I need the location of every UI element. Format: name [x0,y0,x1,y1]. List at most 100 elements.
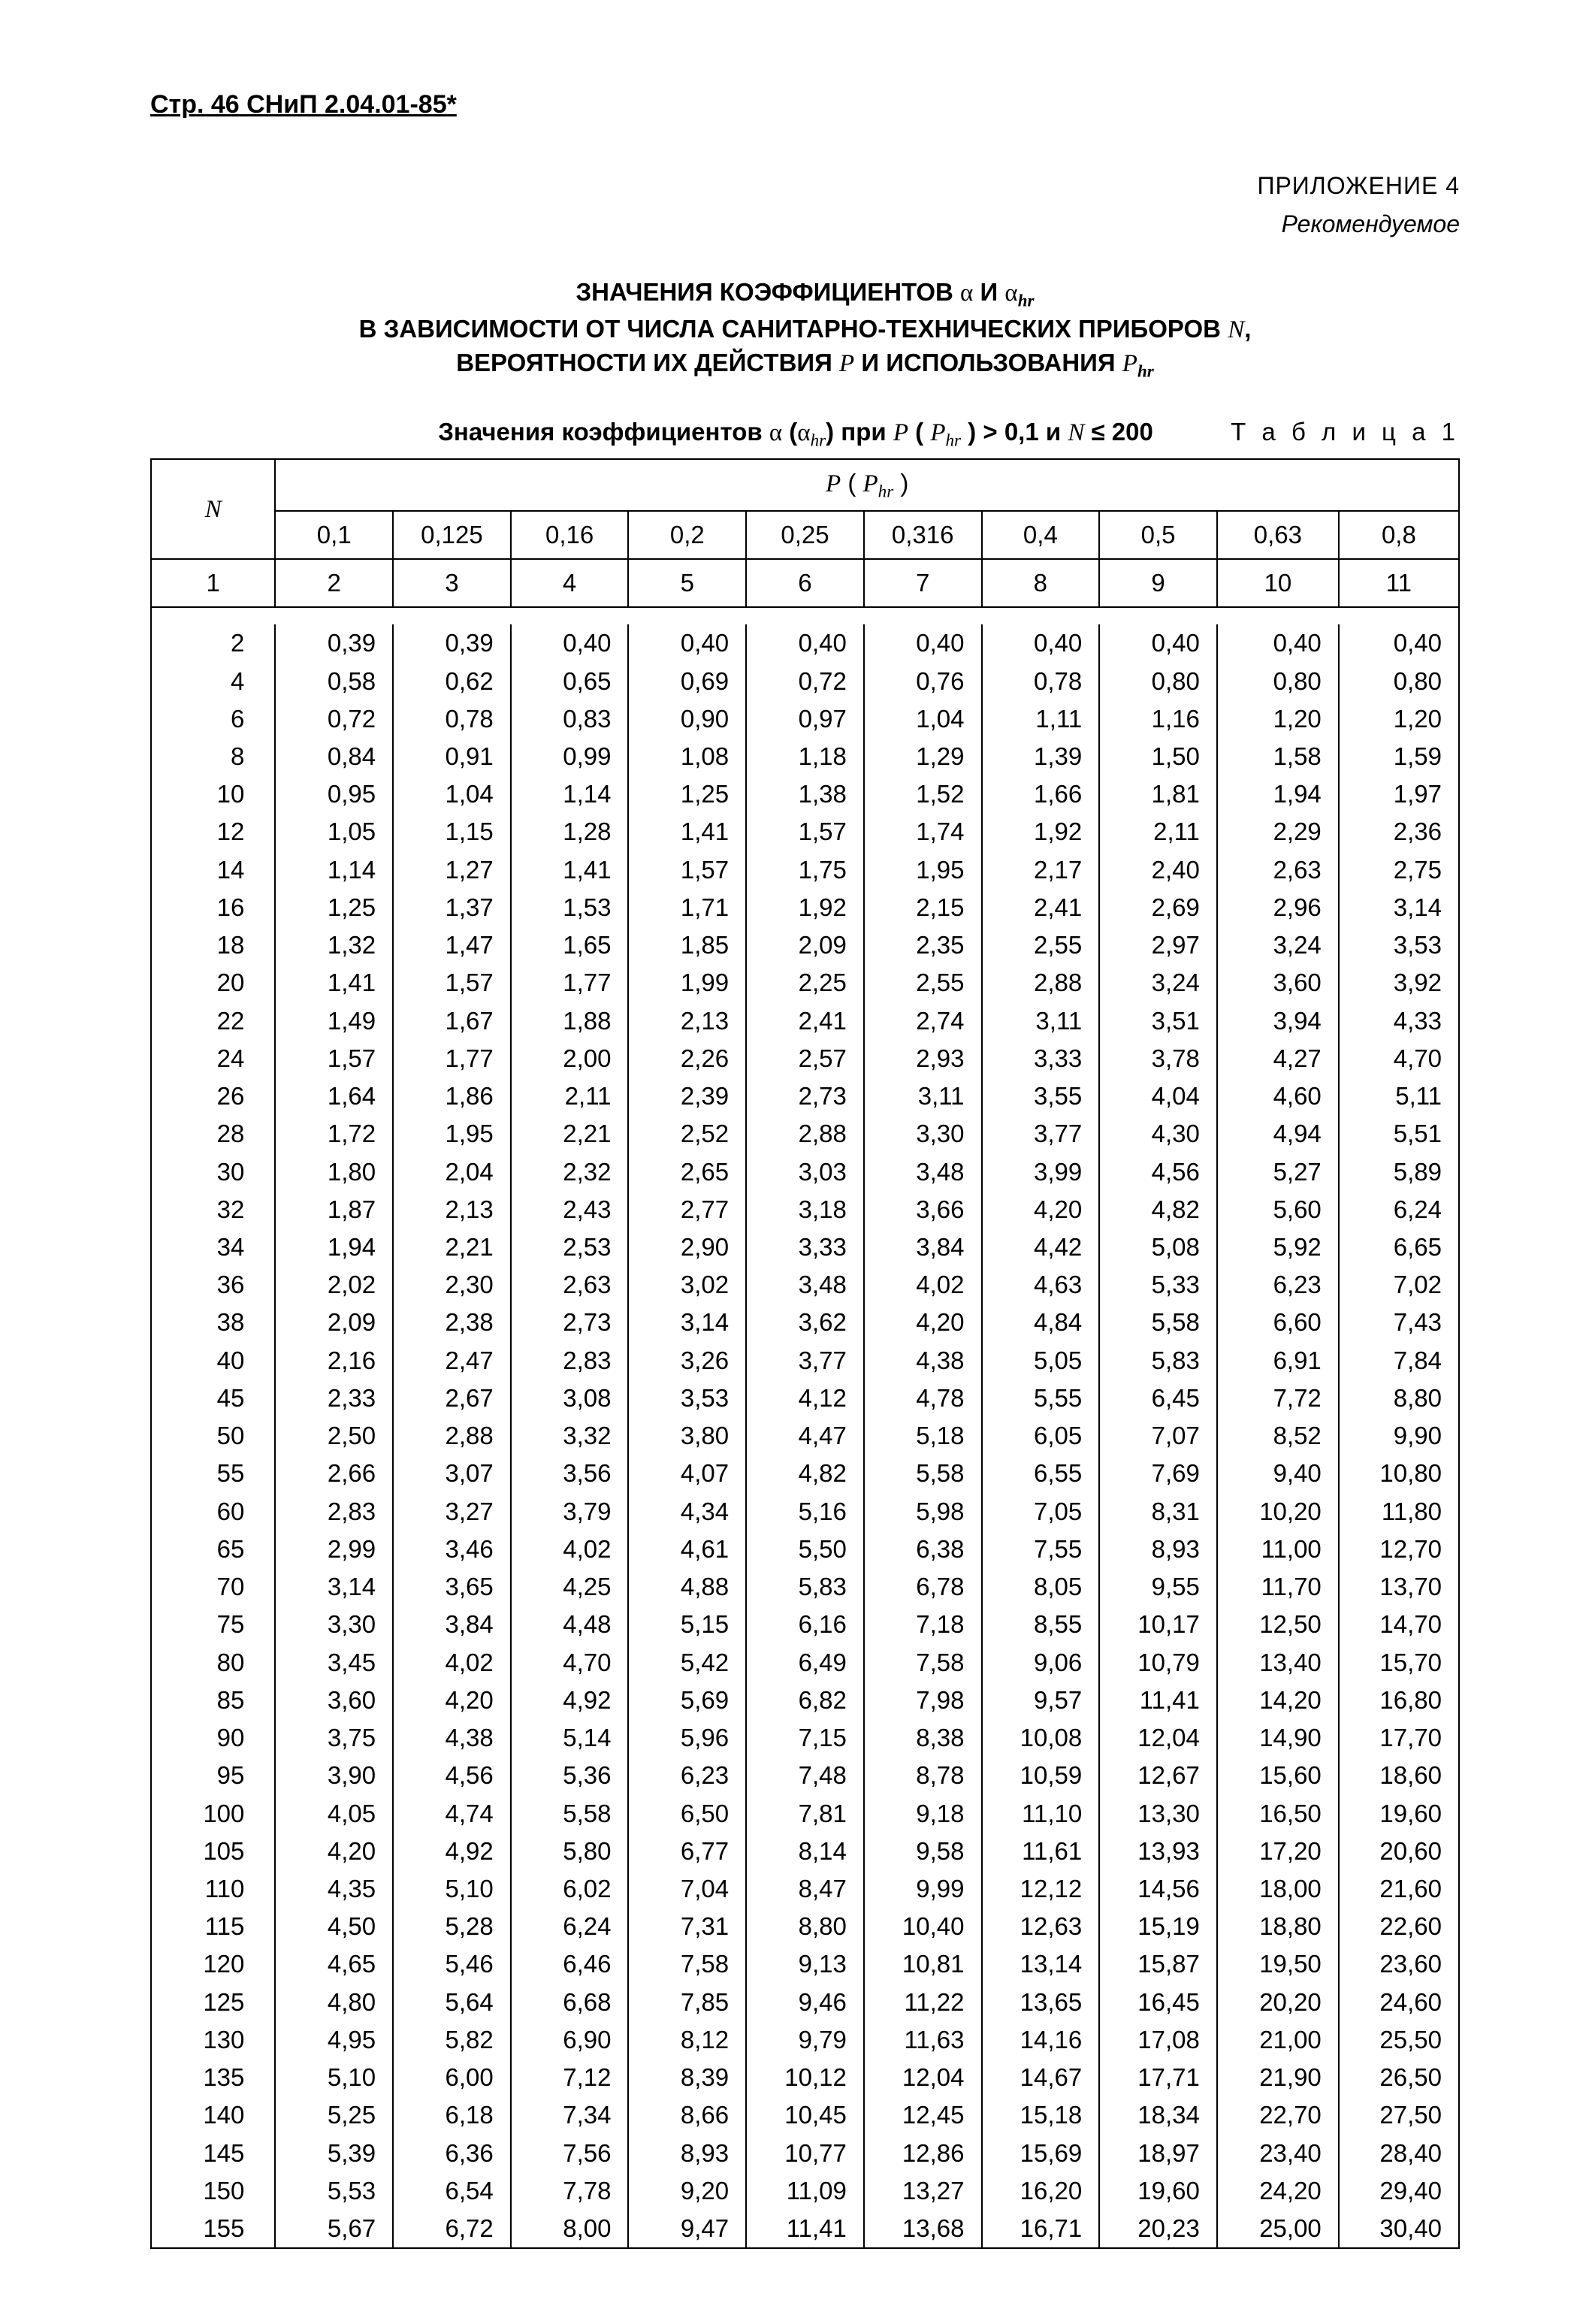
value-cell: 5,11 [1339,1077,1459,1115]
sym-alpha: α [769,419,782,446]
value-cell: 5,58 [1099,1304,1217,1341]
n-cell: 90 [151,1719,275,1757]
value-cell: 2,32 [511,1153,629,1191]
value-cell: 6,24 [511,1908,629,1945]
value-cell: 15,60 [1217,1757,1339,1794]
value-cell: 4,34 [628,1493,746,1531]
table-row: 452,332,673,083,534,124,785,556,457,728,… [151,1380,1459,1417]
n-cell: 38 [151,1304,275,1341]
column-number: 1 [151,559,275,607]
value-cell: 13,40 [1217,1644,1339,1682]
table-row: 803,454,024,705,426,497,589,0610,7913,40… [151,1644,1459,1682]
n-cell: 130 [151,2021,275,2059]
value-cell: 8,80 [746,1908,864,1945]
value-cell: 2,90 [628,1228,746,1266]
value-cell: 2,83 [511,1342,629,1380]
value-cell: 1,50 [1099,738,1217,775]
value-cell: 0,84 [275,738,393,775]
value-cell: 19,50 [1217,1945,1339,1983]
value-cell: 2,11 [511,1077,629,1115]
value-cell: 8,12 [628,2021,746,2059]
value-cell: 24,60 [1339,1984,1459,2021]
n-cell: 16 [151,889,275,926]
value-cell: 11,10 [982,1795,1100,1833]
n-cell: 50 [151,1417,275,1455]
value-cell: 0,72 [746,663,864,700]
value-cell: 9,06 [982,1644,1100,1682]
value-cell: 7,43 [1339,1304,1459,1341]
table-row: 703,143,654,254,885,836,788,059,5511,701… [151,1568,1459,1606]
value-cell: 1,11 [982,700,1100,738]
value-cell: 0,40 [628,624,746,662]
recommended-label: Рекомендуемое [150,210,1460,238]
value-cell: 4,78 [864,1380,982,1417]
table-spacer [151,607,1459,624]
value-cell: 9,46 [746,1984,864,2021]
value-cell: 4,60 [1217,1077,1339,1115]
value-cell: 1,87 [275,1191,393,1228]
value-cell: 1,25 [628,775,746,813]
value-cell: 17,70 [1339,1719,1459,1757]
value-cell: 5,27 [1217,1153,1339,1191]
value-cell: 3,65 [393,1568,511,1606]
value-cell: 3,07 [393,1455,511,1492]
value-cell: 23,60 [1339,1945,1459,1983]
value-cell: 4,84 [982,1304,1100,1341]
value-cell: 5,46 [393,1945,511,1983]
column-number: 5 [628,559,746,607]
value-cell: 2,25 [746,964,864,1002]
paren: ( [841,469,862,497]
value-cell: 21,90 [1217,2059,1339,2096]
value-cell: 1,49 [275,1002,393,1040]
table-row: 341,942,212,532,903,333,844,425,085,926,… [151,1228,1459,1266]
value-cell: 3,14 [1339,889,1459,926]
value-cell: 1,29 [864,738,982,775]
value-cell: 1,32 [275,926,393,964]
column-number: 6 [746,559,864,607]
value-cell: 3,48 [746,1266,864,1304]
table-row: 201,411,571,771,992,252,552,883,243,603,… [151,964,1459,1002]
column-numbers-row: 1234567891011 [151,559,1459,607]
value-cell: 1,20 [1339,700,1459,738]
table-row: 1254,805,646,687,859,4611,2213,6516,4520… [151,1984,1459,2021]
value-cell: 9,20 [628,2172,746,2210]
value-cell: 3,99 [982,1153,1100,1191]
value-cell: 4,70 [511,1644,629,1682]
value-cell: 1,57 [628,851,746,889]
value-cell: 1,97 [1339,775,1459,813]
value-cell: 4,56 [393,1757,511,1794]
value-cell: 10,45 [746,2096,864,2134]
value-cell: 0,40 [511,624,629,662]
value-cell: 1,57 [393,964,511,1002]
value-cell: 4,20 [275,1833,393,1870]
value-cell: 2,35 [864,926,982,964]
value-cell: 5,14 [511,1719,629,1757]
value-cell: 28,40 [1339,2135,1459,2172]
value-cell: 3,24 [1099,964,1217,1002]
n-cell: 20 [151,964,275,1002]
value-cell: 1,18 [746,738,864,775]
value-cell: 5,39 [275,2135,393,2172]
value-cell: 5,25 [275,2096,393,2134]
n-cell: 30 [151,1153,275,1191]
title-text: , [1244,315,1251,343]
value-cell: 12,70 [1339,1531,1459,1568]
n-cell: 55 [151,1455,275,1492]
value-cell: 0,62 [393,663,511,700]
value-cell: 1,94 [1217,775,1339,813]
n-cell: 115 [151,1908,275,1945]
value-cell: 9,40 [1217,1455,1339,1492]
value-cell: 2,83 [275,1493,393,1531]
sh-text: ) > 0,1 и [961,418,1068,446]
value-cell: 2,09 [746,926,864,964]
value-cell: 12,12 [982,1870,1100,1908]
value-cell: 15,19 [1099,1908,1217,1945]
value-cell: 7,58 [628,1945,746,1983]
value-cell: 2,33 [275,1380,393,1417]
title-text: ЗНАЧЕНИЯ КОЭФФИЦИЕНТОВ [575,278,960,306]
value-cell: 26,50 [1339,2059,1459,2096]
value-cell: 5,67 [275,2210,393,2248]
value-cell: 2,40 [1099,851,1217,889]
value-cell: 13,14 [982,1945,1100,1983]
p-value-header: 0,63 [1217,511,1339,559]
